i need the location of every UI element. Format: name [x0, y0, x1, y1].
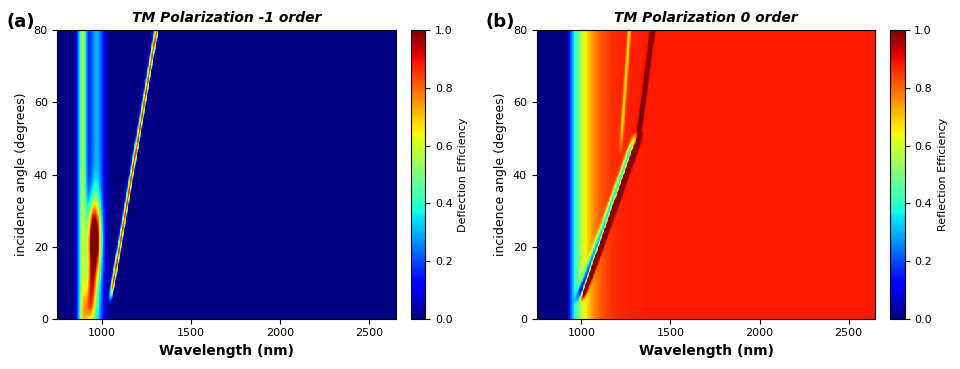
Text: (b): (b) [486, 13, 516, 31]
Y-axis label: incidence angle (degrees): incidence angle (degrees) [15, 93, 28, 256]
Y-axis label: Reflection Efficiency: Reflection Efficiency [938, 118, 948, 231]
X-axis label: Wavelength (nm): Wavelength (nm) [159, 344, 295, 358]
Y-axis label: incidence angle (degrees): incidence angle (degrees) [494, 93, 508, 256]
Title: TM Polarization 0 order: TM Polarization 0 order [614, 11, 798, 25]
Text: (a): (a) [7, 13, 36, 31]
Title: TM Polarization -1 order: TM Polarization -1 order [132, 11, 322, 25]
Y-axis label: Deflection Efficiency: Deflection Efficiency [458, 117, 468, 232]
X-axis label: Wavelength (nm): Wavelength (nm) [638, 344, 774, 358]
